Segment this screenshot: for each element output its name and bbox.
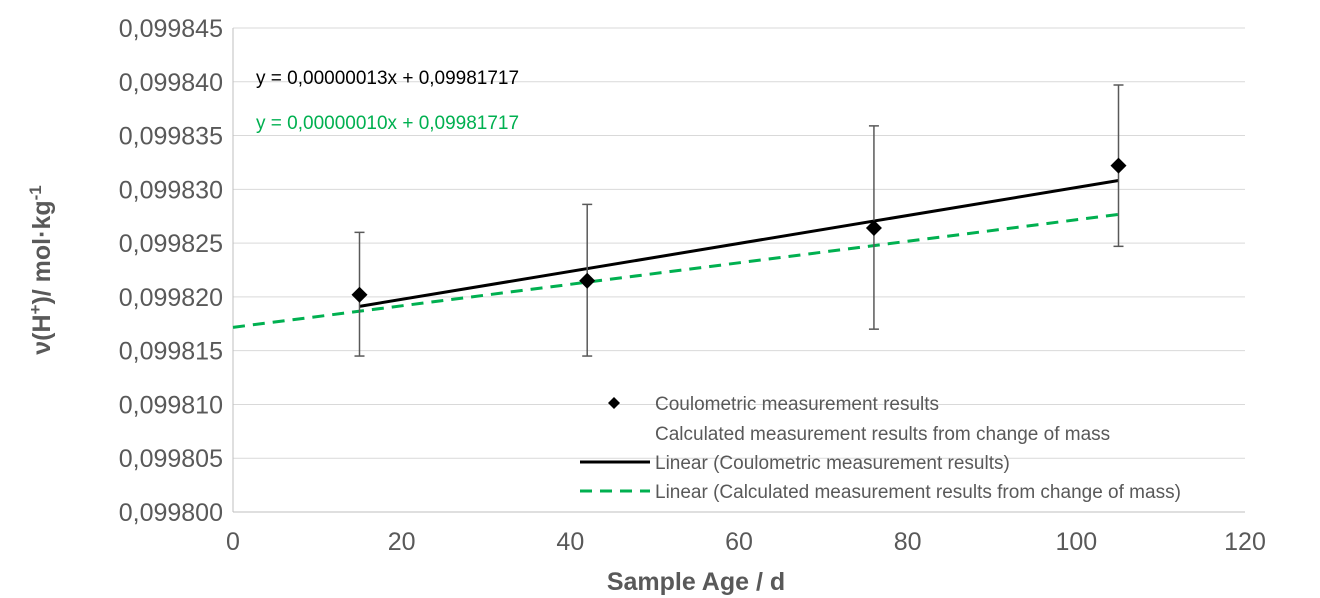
legend-entry: Coulometric measurement results [655,394,939,415]
y-tick-label: 0,099810 [119,391,223,419]
x-tick-label: 120 [1224,528,1266,556]
y-axis-title-sup: + [26,304,45,314]
x-tick-label: 20 [388,528,416,556]
y-axis-title-sup: -1 [26,185,45,200]
equation-coulometric: y = 0,00000013x + 0,09981717 [256,68,519,89]
legend-marker-coulometric [608,397,620,409]
trendlines [232,179,1119,329]
y-tick-label: 0,099835 [119,123,223,151]
y-tick-label: 0,099840 [119,69,223,97]
y-tick-label: 0,099800 [119,499,223,527]
x-tick-label: 80 [894,528,922,556]
y-axis-title-part: ν(H [28,314,56,354]
x-tick-label: 60 [725,528,753,556]
trendline-coulometric [359,179,1119,308]
data-point [351,286,368,303]
legend-entry: Linear (Coulometric measurement results) [655,453,1010,474]
y-tick-label: 0,099820 [119,284,223,312]
y-tick-label: 0,099805 [119,445,223,473]
x-tick-label: 0 [226,528,240,556]
y-tick-label: 0,099825 [119,230,223,258]
y-tick-label: 0,099815 [119,338,223,366]
trendline-calculated [232,212,1119,329]
y-tick-label: 0,099845 [119,15,223,43]
x-tick-label: 100 [1055,528,1097,556]
trendline-equations: y = 0,00000013x + 0,09981717 y = 0,00000… [256,68,519,134]
data-points [351,157,1127,303]
y-tick-label: 0,099830 [119,176,223,204]
legend-entry: Linear (Calculated measurement results f… [655,482,1181,503]
y-axis-title-part: )/ mol·kg [28,200,56,304]
data-point [865,220,882,237]
data-point [1110,157,1127,174]
x-tick-label: 40 [556,528,584,556]
tick-labels: 0,099800 0,099805 0,099810 0,099815 0,099820… [119,15,1266,556]
legend-entry: Calculated measurement results from chan… [655,424,1110,445]
y-axis-title: ν(H+)/ mol·kg-1 [26,185,56,355]
data-point [579,272,596,289]
legend: Coulometric measurement results Calculate… [580,394,1181,503]
equation-calculated: y = 0,00000010x + 0,09981717 [256,113,519,134]
axes [232,28,1245,513]
x-axis-title: Sample Age / d [607,568,785,596]
